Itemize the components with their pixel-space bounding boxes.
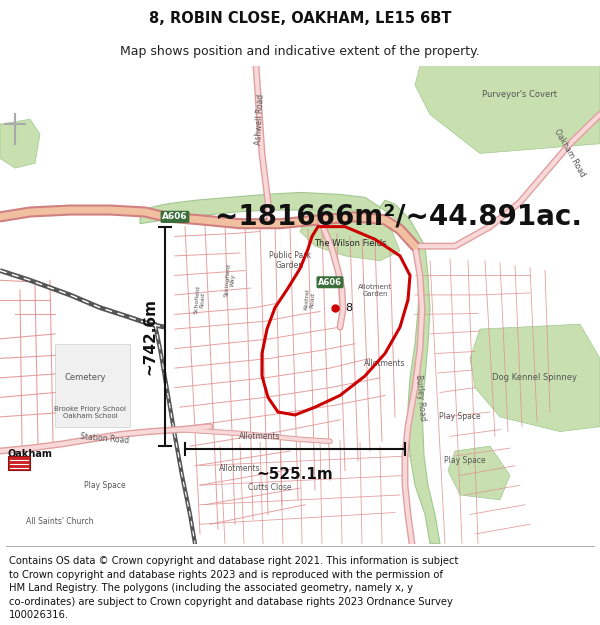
Polygon shape [380, 200, 440, 544]
Text: ~742.6m: ~742.6m [143, 298, 157, 375]
Polygon shape [300, 210, 400, 261]
Text: A606: A606 [318, 278, 342, 287]
Polygon shape [415, 66, 600, 154]
Text: ~181666m²/~44.891ac.: ~181666m²/~44.891ac. [215, 203, 582, 231]
Text: Purveyor's Covert: Purveyor's Covert [482, 91, 557, 99]
Text: Station Road: Station Road [80, 432, 130, 445]
Bar [55, 344, 130, 427]
Text: Ashwell Road: Ashwell Road [254, 94, 266, 145]
Text: Schofield
Road: Schofield Road [193, 285, 206, 314]
Polygon shape [140, 192, 380, 224]
Text: Allotments: Allotments [219, 464, 261, 473]
Text: Play Space: Play Space [84, 481, 126, 490]
Text: 8, ROBIN CLOSE, OAKHAM, LE15 6BT: 8, ROBIN CLOSE, OAKHAM, LE15 6BT [149, 11, 451, 26]
Text: Oakham Road: Oakham Road [553, 128, 587, 179]
Text: Public Park
Garden: Public Park Garden [269, 251, 311, 271]
Text: The Wilson Fields: The Wilson Fields [314, 239, 386, 248]
Text: ~525.1m: ~525.1m [257, 467, 334, 482]
Text: Map shows position and indicative extent of the property.: Map shows position and indicative extent… [120, 45, 480, 58]
Text: Allotments: Allotments [364, 359, 406, 368]
Text: Allotments: Allotments [239, 432, 281, 441]
Polygon shape [448, 446, 510, 500]
Text: Brooke Priory School
Oakham School: Brooke Priory School Oakham School [54, 406, 126, 419]
Text: Springfield
Way: Springfield Way [223, 263, 237, 298]
Text: Kestrel
Road: Kestrel Road [304, 289, 316, 311]
Text: Play Space: Play Space [439, 412, 481, 421]
Text: All Saints' Church: All Saints' Church [26, 517, 94, 526]
Text: Cemetery: Cemetery [64, 373, 106, 382]
Text: Contains OS data © Crown copyright and database right 2021. This information is : Contains OS data © Crown copyright and d… [9, 556, 458, 621]
Text: 8: 8 [345, 302, 352, 312]
Bar [8, 456, 30, 469]
Text: Oakham: Oakham [8, 449, 52, 459]
Polygon shape [0, 119, 40, 168]
Text: Play Space: Play Space [444, 456, 486, 465]
Text: Dog Kennel Spinney: Dog Kennel Spinney [493, 373, 577, 382]
Text: Burley Road: Burley Road [413, 374, 427, 421]
Text: A606: A606 [162, 213, 188, 221]
Polygon shape [470, 324, 600, 431]
Text: Cutts Close: Cutts Close [248, 482, 292, 492]
Text: Allotment
Garden: Allotment Garden [358, 284, 392, 296]
